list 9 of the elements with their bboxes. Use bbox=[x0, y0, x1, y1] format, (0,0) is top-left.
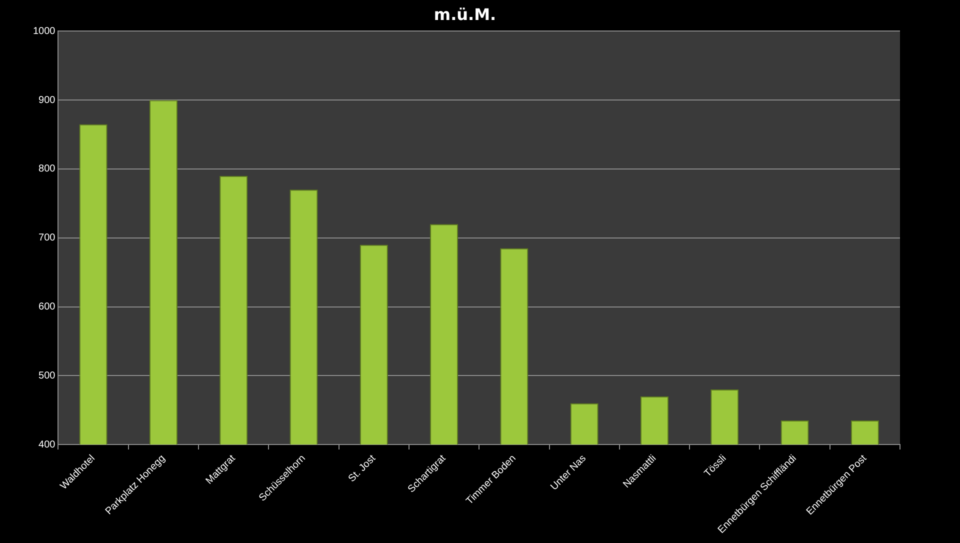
y-tick-label: 600 bbox=[38, 302, 56, 313]
y-tick-label: 400 bbox=[38, 439, 56, 450]
y-tick-label: 1000 bbox=[32, 26, 56, 37]
chart-title: m.ü.M. bbox=[434, 4, 496, 24]
y-tick-label: 900 bbox=[38, 94, 56, 106]
x-tick-label: St. Jost bbox=[346, 452, 378, 484]
y-tick-label: 700 bbox=[38, 232, 56, 244]
y-tick-label: 800 bbox=[38, 164, 56, 175]
y-tick-label: 500 bbox=[38, 370, 56, 382]
